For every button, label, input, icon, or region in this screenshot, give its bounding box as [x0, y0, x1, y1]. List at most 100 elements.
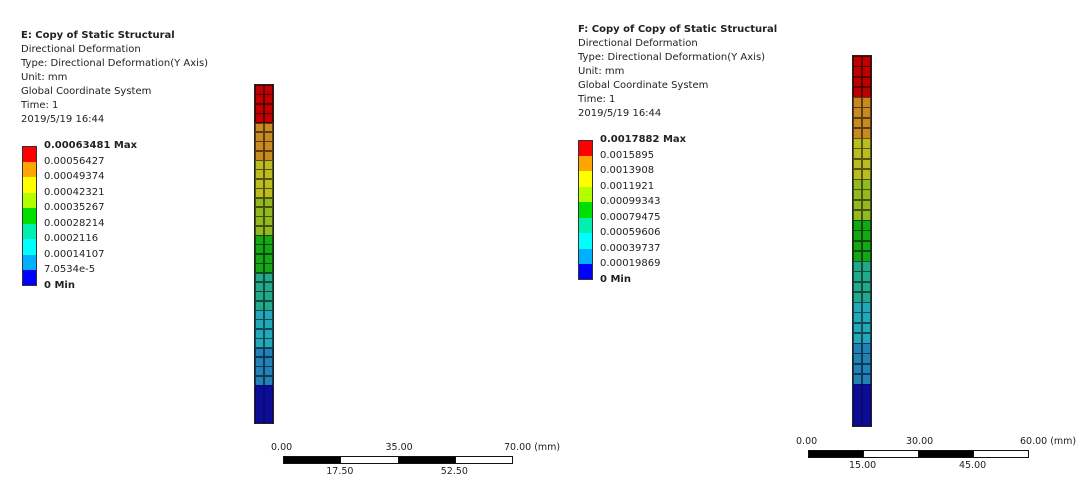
mesh-element — [853, 138, 862, 149]
mesh-element — [853, 271, 862, 282]
mesh-element — [853, 281, 862, 293]
mesh-element — [862, 353, 871, 364]
mesh-element — [862, 209, 871, 221]
legend-label: 0.00039737 — [600, 242, 661, 254]
mesh-element — [853, 343, 862, 354]
mesh-element — [853, 322, 862, 334]
legend-swatch — [22, 177, 37, 193]
result-title: E: Copy of Static Structural — [21, 30, 175, 41]
result-info: E: Copy of Static Structural Directional… — [21, 29, 208, 127]
legend-swatch — [578, 186, 593, 202]
result-title: F: Copy of Copy of Static Structural — [578, 24, 778, 35]
mesh-element — [853, 117, 862, 129]
result-type: Directional Deformation — [21, 44, 141, 55]
mesh-element — [862, 230, 871, 241]
legend-swatch — [578, 217, 593, 233]
scale-segment — [340, 456, 399, 464]
legend-label: 0.00079475 — [600, 211, 661, 223]
mesh-element — [862, 363, 871, 375]
result-unit: Unit: mm — [21, 72, 68, 83]
mesh-element — [264, 385, 273, 423]
mesh-element — [862, 261, 871, 272]
scale-segment — [454, 456, 513, 464]
mesh-element — [853, 302, 862, 313]
mesh-element — [862, 302, 871, 313]
legend-label: 0.0011921 — [600, 180, 655, 192]
mesh-element — [853, 230, 862, 241]
legend-label: 0.0002116 — [44, 233, 99, 244]
legend-label: 0.0015895 — [600, 149, 655, 161]
legend-label: 0 Min — [600, 273, 631, 285]
mesh-element — [853, 158, 862, 170]
legend-label: 0.00059606 — [600, 227, 661, 238]
result-time: Time: 1 — [578, 94, 616, 105]
result-unit: Unit: mm — [578, 66, 625, 77]
scale-label: 45.00 — [959, 460, 987, 471]
result-coordinate-system: Global Coordinate System — [578, 80, 709, 91]
mesh-element — [853, 97, 862, 108]
legend-swatch — [22, 208, 37, 224]
scale-label: 60.00 (mm) — [1020, 436, 1077, 447]
result-coordinate-system: Global Coordinate System — [21, 86, 152, 97]
beam-contour-model — [254, 84, 274, 424]
scale-segment — [808, 450, 864, 458]
scale-segment — [283, 456, 342, 464]
mesh-element — [862, 179, 871, 190]
legend-swatch — [578, 140, 593, 156]
mesh-element — [862, 384, 871, 426]
mesh-element — [862, 271, 871, 282]
mesh-element — [862, 168, 871, 180]
mesh-element — [862, 343, 871, 354]
scale-label: 15.00 — [849, 460, 877, 471]
mesh-element — [853, 363, 862, 375]
mesh-element — [853, 86, 862, 98]
mesh-element — [853, 312, 862, 323]
scale-segment — [397, 456, 456, 464]
mesh-element — [862, 97, 871, 108]
scale-label: 30.00 — [906, 436, 934, 447]
mesh-element — [862, 312, 871, 323]
legend-label: 0.00019869 — [600, 258, 661, 269]
result-time: Time: 1 — [21, 100, 59, 111]
mesh-element — [862, 76, 871, 88]
legend-swatch — [578, 264, 593, 280]
legend-label: 7.0534e-5 — [44, 264, 96, 275]
mesh-element — [853, 291, 862, 303]
result-info: F: Copy of Copy of Static Structural Dir… — [578, 23, 777, 121]
mesh-element — [862, 220, 871, 231]
mesh-element — [853, 261, 862, 272]
mesh-element — [853, 332, 862, 344]
scale-label: 0.00 — [796, 436, 818, 447]
mesh-element — [862, 373, 871, 385]
legend-label: 0.00049374 — [44, 171, 105, 182]
mesh-element — [853, 384, 862, 426]
legend-label: 0.00028214 — [44, 217, 105, 229]
mesh-element — [862, 138, 871, 149]
mesh-element — [853, 199, 862, 211]
scale-label: 17.50 — [326, 466, 354, 477]
legend-label: 0.00063481 Max — [44, 140, 138, 151]
legend-swatch — [578, 202, 593, 218]
legend-swatch — [22, 161, 37, 177]
legend-label: 0.00035267 — [44, 202, 105, 213]
mesh-element — [853, 250, 862, 262]
mesh-element — [853, 107, 862, 118]
mesh-element — [862, 117, 871, 129]
scale-label: 70.00 (mm) — [504, 442, 561, 453]
legend-swatch — [22, 239, 37, 255]
legend-label: 0.00042321 — [44, 186, 105, 198]
mesh-element — [255, 385, 264, 423]
mesh-element — [853, 240, 862, 252]
mesh-element — [862, 199, 871, 211]
legend-swatch — [578, 171, 593, 187]
result-type-detail: Type: Directional Deformation(Y Axis) — [578, 52, 766, 63]
mesh-element — [862, 250, 871, 262]
mesh-element — [862, 332, 871, 344]
legend-swatch — [22, 254, 37, 270]
result-date: 2019/5/19 16:44 — [578, 108, 662, 119]
scale-segment — [863, 450, 919, 458]
mesh-element — [853, 189, 862, 200]
mesh-element — [853, 56, 862, 67]
legend-label: 0 Min — [44, 279, 75, 291]
mesh-element — [862, 127, 871, 139]
